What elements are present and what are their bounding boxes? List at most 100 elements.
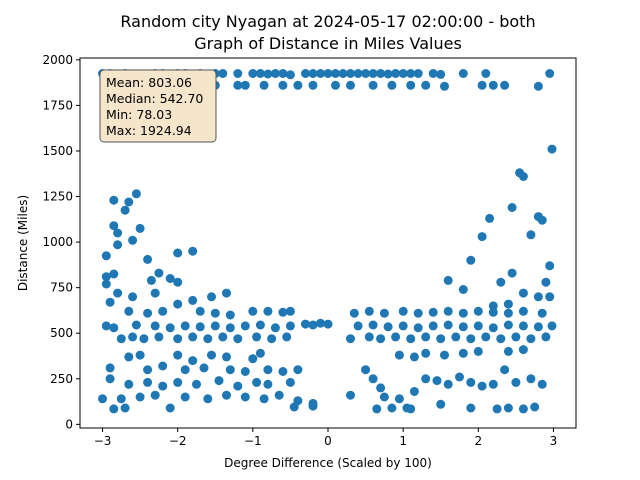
data-point xyxy=(533,81,543,91)
data-point xyxy=(473,346,483,356)
data-point xyxy=(323,69,333,78)
data-point xyxy=(526,230,536,240)
data-point xyxy=(376,69,386,78)
data-point xyxy=(240,321,250,331)
data-point xyxy=(391,332,401,342)
x-tick-label: 0 xyxy=(324,434,332,448)
data-point xyxy=(458,308,468,318)
data-point xyxy=(477,232,487,242)
data-point xyxy=(368,80,378,90)
data-point xyxy=(105,363,115,373)
y-tick-label: 750 xyxy=(50,281,73,295)
data-point xyxy=(203,334,213,344)
data-point xyxy=(143,254,153,264)
stats-median: Median: 542.70 xyxy=(106,91,203,106)
data-point xyxy=(222,288,231,298)
y-tick-label: 1250 xyxy=(42,190,73,204)
data-point xyxy=(285,70,295,80)
data-point xyxy=(503,308,513,318)
data-point xyxy=(240,367,250,376)
data-point xyxy=(537,379,547,389)
data-point xyxy=(225,310,235,320)
data-point xyxy=(436,334,446,344)
data-point xyxy=(545,292,555,302)
data-point xyxy=(109,404,119,414)
data-point xyxy=(146,275,156,285)
x-tick-label: 2 xyxy=(474,434,482,448)
data-point xyxy=(466,334,476,344)
data-point xyxy=(481,332,491,342)
data-point xyxy=(101,272,111,282)
data-point xyxy=(131,320,141,330)
data-point xyxy=(428,307,438,317)
data-point xyxy=(458,348,468,358)
data-point xyxy=(308,80,318,90)
data-point xyxy=(301,319,310,329)
data-point xyxy=(285,321,295,331)
data-point xyxy=(173,277,183,287)
data-point xyxy=(436,399,446,409)
data-point xyxy=(248,69,258,78)
x-tick-label: −2 xyxy=(169,434,187,448)
data-point xyxy=(116,334,126,344)
data-point xyxy=(274,390,284,400)
data-point xyxy=(466,255,476,265)
data-point xyxy=(458,285,468,294)
y-tick-label: 250 xyxy=(50,372,73,386)
data-point xyxy=(101,251,111,261)
data-point xyxy=(143,377,153,387)
data-point xyxy=(293,365,303,375)
stats-min: Min: 78.03 xyxy=(106,107,172,122)
x-tick-label: −3 xyxy=(94,434,112,448)
data-point xyxy=(154,332,164,342)
data-point xyxy=(150,321,160,331)
y-tick-label: 0 xyxy=(65,417,73,431)
data-point xyxy=(218,69,228,78)
y-axis-label: Distance (Miles) xyxy=(16,195,30,291)
data-point xyxy=(440,81,449,91)
data-point xyxy=(173,350,183,360)
data-point xyxy=(488,301,498,311)
data-point xyxy=(455,372,464,382)
data-point xyxy=(496,277,506,287)
data-point xyxy=(466,377,476,387)
y-axis: 0 250 500 750 1000 1250 1500 1750 2000 xyxy=(42,53,80,431)
data-point xyxy=(477,381,487,391)
x-axis-label: Degree Difference (Scaled by 100) xyxy=(224,456,432,470)
data-point xyxy=(432,376,442,386)
data-point xyxy=(346,69,355,78)
stats-box: Mean: 803.06 Median: 542.70 Min: 78.03 M… xyxy=(99,69,217,143)
data-point xyxy=(316,318,325,328)
data-point xyxy=(440,350,449,360)
data-point xyxy=(150,390,160,400)
data-point xyxy=(293,80,303,90)
y-tick-label: 500 xyxy=(50,326,73,340)
data-point xyxy=(270,323,280,333)
data-point xyxy=(443,320,453,330)
data-point xyxy=(98,394,107,404)
y-tick-label: 1500 xyxy=(42,144,73,158)
data-point xyxy=(413,69,423,78)
data-point xyxy=(248,354,258,364)
data-point xyxy=(188,246,198,256)
y-tick-label: 1000 xyxy=(42,235,73,249)
data-point xyxy=(214,376,224,386)
data-point xyxy=(466,403,476,413)
data-point xyxy=(116,394,126,404)
data-point xyxy=(376,383,386,393)
data-point xyxy=(128,292,138,302)
data-point xyxy=(259,80,269,90)
data-point xyxy=(492,404,502,414)
data-point xyxy=(289,402,299,412)
data-point xyxy=(547,321,557,331)
data-point xyxy=(526,374,536,384)
data-point xyxy=(331,80,340,90)
data-point xyxy=(158,306,168,316)
data-point xyxy=(421,332,431,342)
data-point xyxy=(413,308,423,318)
data-point xyxy=(203,394,213,404)
data-point xyxy=(267,334,277,344)
data-point xyxy=(409,352,419,362)
data-point xyxy=(150,288,160,298)
data-point xyxy=(473,321,483,331)
